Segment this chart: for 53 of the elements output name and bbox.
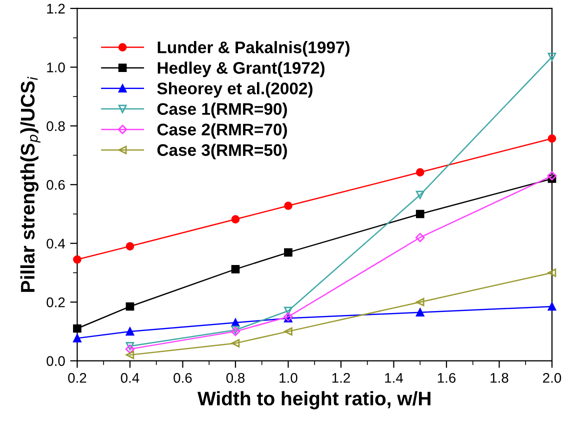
x-tick-label: 1.2 bbox=[332, 372, 350, 383]
point bbox=[126, 350, 134, 360]
x-tick-label: 0.8 bbox=[226, 372, 245, 383]
point bbox=[548, 52, 556, 62]
y-tick-label: 0.4 bbox=[46, 238, 66, 249]
point bbox=[284, 202, 292, 210]
y-tick-label: 1.0 bbox=[47, 62, 65, 72]
point bbox=[126, 342, 134, 350]
point bbox=[126, 302, 134, 311]
point bbox=[416, 210, 424, 218]
point bbox=[548, 268, 556, 277]
legend-label: Case 3(RMR=50) bbox=[157, 144, 287, 160]
legend-label: Case 1(RMR=90) bbox=[157, 102, 287, 118]
x-tick-label: 0.4 bbox=[120, 372, 140, 383]
x-tick-label: 0.6 bbox=[174, 372, 192, 383]
y-tick-label: 0.0 bbox=[46, 356, 65, 366]
x-tick-label: 1.0 bbox=[280, 372, 298, 383]
point bbox=[284, 248, 292, 257]
point bbox=[416, 190, 424, 200]
point bbox=[73, 334, 82, 342]
point bbox=[73, 324, 82, 333]
x-tick-label: 2.0 bbox=[543, 372, 562, 383]
point bbox=[548, 302, 556, 311]
legend-label: Hedley & Grant(1972) bbox=[158, 62, 324, 78]
y-tick-label: 0.8 bbox=[46, 121, 65, 132]
y-tick-label: 0.6 bbox=[46, 180, 65, 190]
point bbox=[126, 327, 134, 336]
point bbox=[126, 242, 134, 250]
point bbox=[284, 306, 292, 316]
point bbox=[125, 344, 135, 354]
legend-label: Case 2(RMR=70) bbox=[157, 123, 287, 139]
point bbox=[415, 232, 425, 242]
x-tick-label: 1.6 bbox=[438, 372, 456, 383]
legend-label: Lunder & Pakalnis(1997) bbox=[158, 41, 350, 57]
x-tick-label: 1.4 bbox=[385, 373, 403, 383]
x-tick-label: 0.2 bbox=[68, 372, 86, 383]
point bbox=[231, 265, 240, 274]
point bbox=[231, 318, 240, 327]
y-axis-title: Pillar strength(S$_{p}$)/UCS$_{i}$ bbox=[20, 76, 40, 292]
x-tick-label: 1.8 bbox=[490, 372, 508, 383]
point bbox=[548, 134, 556, 143]
point bbox=[231, 215, 240, 224]
point bbox=[547, 171, 557, 180]
y-tick-label: 0.2 bbox=[46, 297, 65, 308]
x-axis-title: Width to height ratio, w/H bbox=[198, 391, 430, 410]
point bbox=[416, 308, 424, 317]
point bbox=[231, 339, 240, 348]
point bbox=[416, 168, 424, 176]
legend-label: Sheorey et al.(2002) bbox=[157, 82, 312, 98]
y-tick-label: 1.2 bbox=[47, 4, 65, 14]
point bbox=[284, 327, 292, 336]
point bbox=[73, 255, 82, 264]
point bbox=[416, 298, 424, 306]
